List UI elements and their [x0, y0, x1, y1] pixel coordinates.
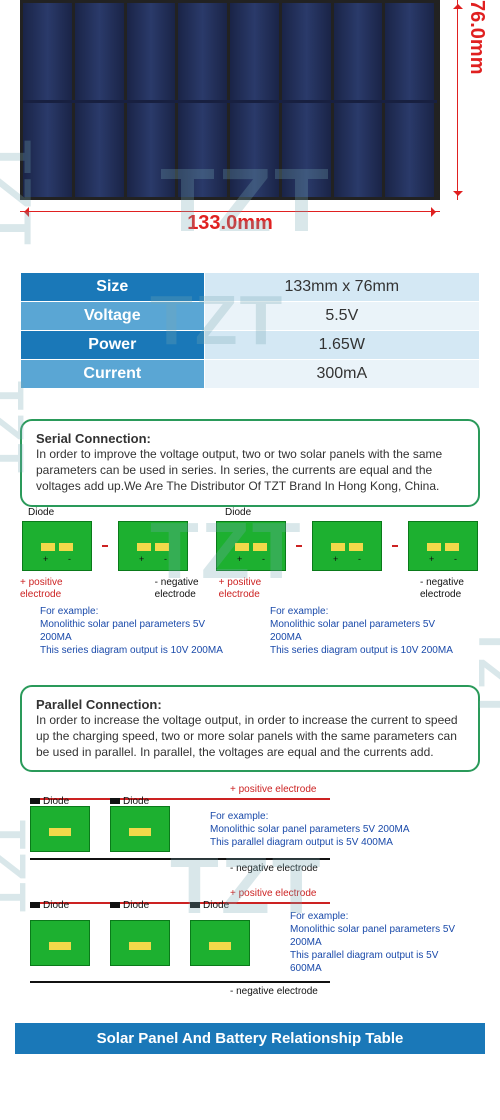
neg-electrode-label: - negative electrode: [230, 863, 470, 874]
spec-label: Voltage: [21, 302, 205, 331]
neg-electrode-label: - negative electrode: [230, 986, 470, 997]
height-label: 76.0mm: [465, 0, 488, 200]
panel-chip: +-: [118, 521, 188, 571]
width-label: 133.0mm: [20, 212, 440, 235]
parallel-body: In order to increase the voltage output,…: [36, 712, 464, 761]
serial-connection-box: TZT Serial Connection: In order to impro…: [20, 419, 480, 507]
panel-chip: +-: [408, 521, 478, 571]
pos-electrode-label: + positive electrode: [219, 577, 279, 601]
serial-body: In order to improve the voltage output, …: [36, 446, 464, 495]
pos-electrode-label: + positive electrode: [230, 784, 470, 795]
pos-electrode-label: + positive electrode: [20, 577, 80, 601]
parallel-title: Parallel Connection:: [36, 697, 464, 712]
panel-chip: +-: [22, 521, 92, 571]
neg-electrode-label: - negative electrode: [420, 577, 480, 601]
spec-value: 1.65W: [204, 331, 479, 360]
panel-dimension-figure: 76.0mm 133.0mm TZT TZT TZT: [0, 0, 500, 260]
spec-value: 300mA: [204, 360, 479, 389]
table-row: Voltage 5.5V: [21, 302, 480, 331]
relationship-table-banner: Solar Panel And Battery Relationship Tab…: [15, 1023, 485, 1054]
tzt-watermark: TZT: [0, 381, 33, 475]
spec-table: Size 133mm x 76mm Voltage 5.5V Power 1.6…: [20, 272, 480, 389]
panel-chip: [110, 920, 170, 966]
series-example-2: For example: Monolithic solar panel para…: [270, 605, 460, 657]
spec-label: Power: [21, 331, 205, 360]
table-row: Size 133mm x 76mm: [21, 273, 480, 302]
solar-panel-graphic: [20, 0, 440, 200]
panel-chip: [190, 920, 250, 966]
panel-chip: +-: [216, 521, 286, 571]
serial-title: Serial Connection:: [36, 431, 464, 446]
spec-label: Size: [21, 273, 205, 302]
parallel-example-1: For example: Monolithic solar panel para…: [210, 810, 410, 849]
panel-chip: [110, 806, 170, 852]
table-row: Power 1.65W: [21, 331, 480, 360]
spec-value: 133mm x 76mm: [204, 273, 479, 302]
panel-chip: [30, 920, 90, 966]
panel-chip: [30, 806, 90, 852]
parallel-example-2: For example: Monolithic solar panel para…: [290, 910, 470, 975]
diode-label: Diode: [28, 507, 54, 518]
parallel-diagram: TZT TZT + positive electrode Diode Diode…: [10, 780, 490, 1001]
spec-label: Current: [21, 360, 205, 389]
pos-electrode-label: + positive electrode: [230, 888, 470, 899]
table-row: Current 300mA: [21, 360, 480, 389]
series-example-1: For example: Monolithic solar panel para…: [40, 605, 230, 657]
panel-chip: +-: [312, 521, 382, 571]
series-diagram: TZT Diode Diode +- +- +- +- +- + positiv…: [10, 515, 490, 667]
diode-label: Diode: [225, 507, 251, 518]
spec-value: 5.5V: [204, 302, 479, 331]
height-arrow: [457, 0, 458, 200]
parallel-connection-box: TZT Parallel Connection: In order to inc…: [20, 685, 480, 773]
neg-electrode-label: - negative electrode: [155, 577, 215, 601]
